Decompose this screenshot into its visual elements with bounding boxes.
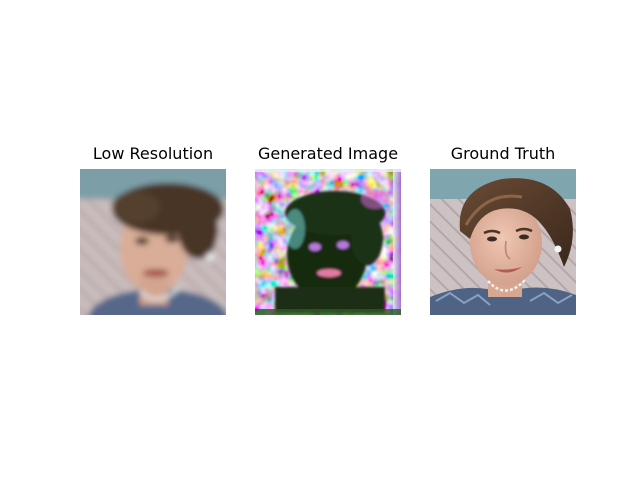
ground-truth-image <box>430 169 576 315</box>
low-resolution-title: Low Resolution <box>92 144 214 163</box>
generated-image-title: Generated Image <box>257 144 399 163</box>
generated-image <box>255 169 401 315</box>
ground-truth-title: Ground Truth <box>450 144 556 163</box>
low-resolution-image <box>80 169 226 315</box>
